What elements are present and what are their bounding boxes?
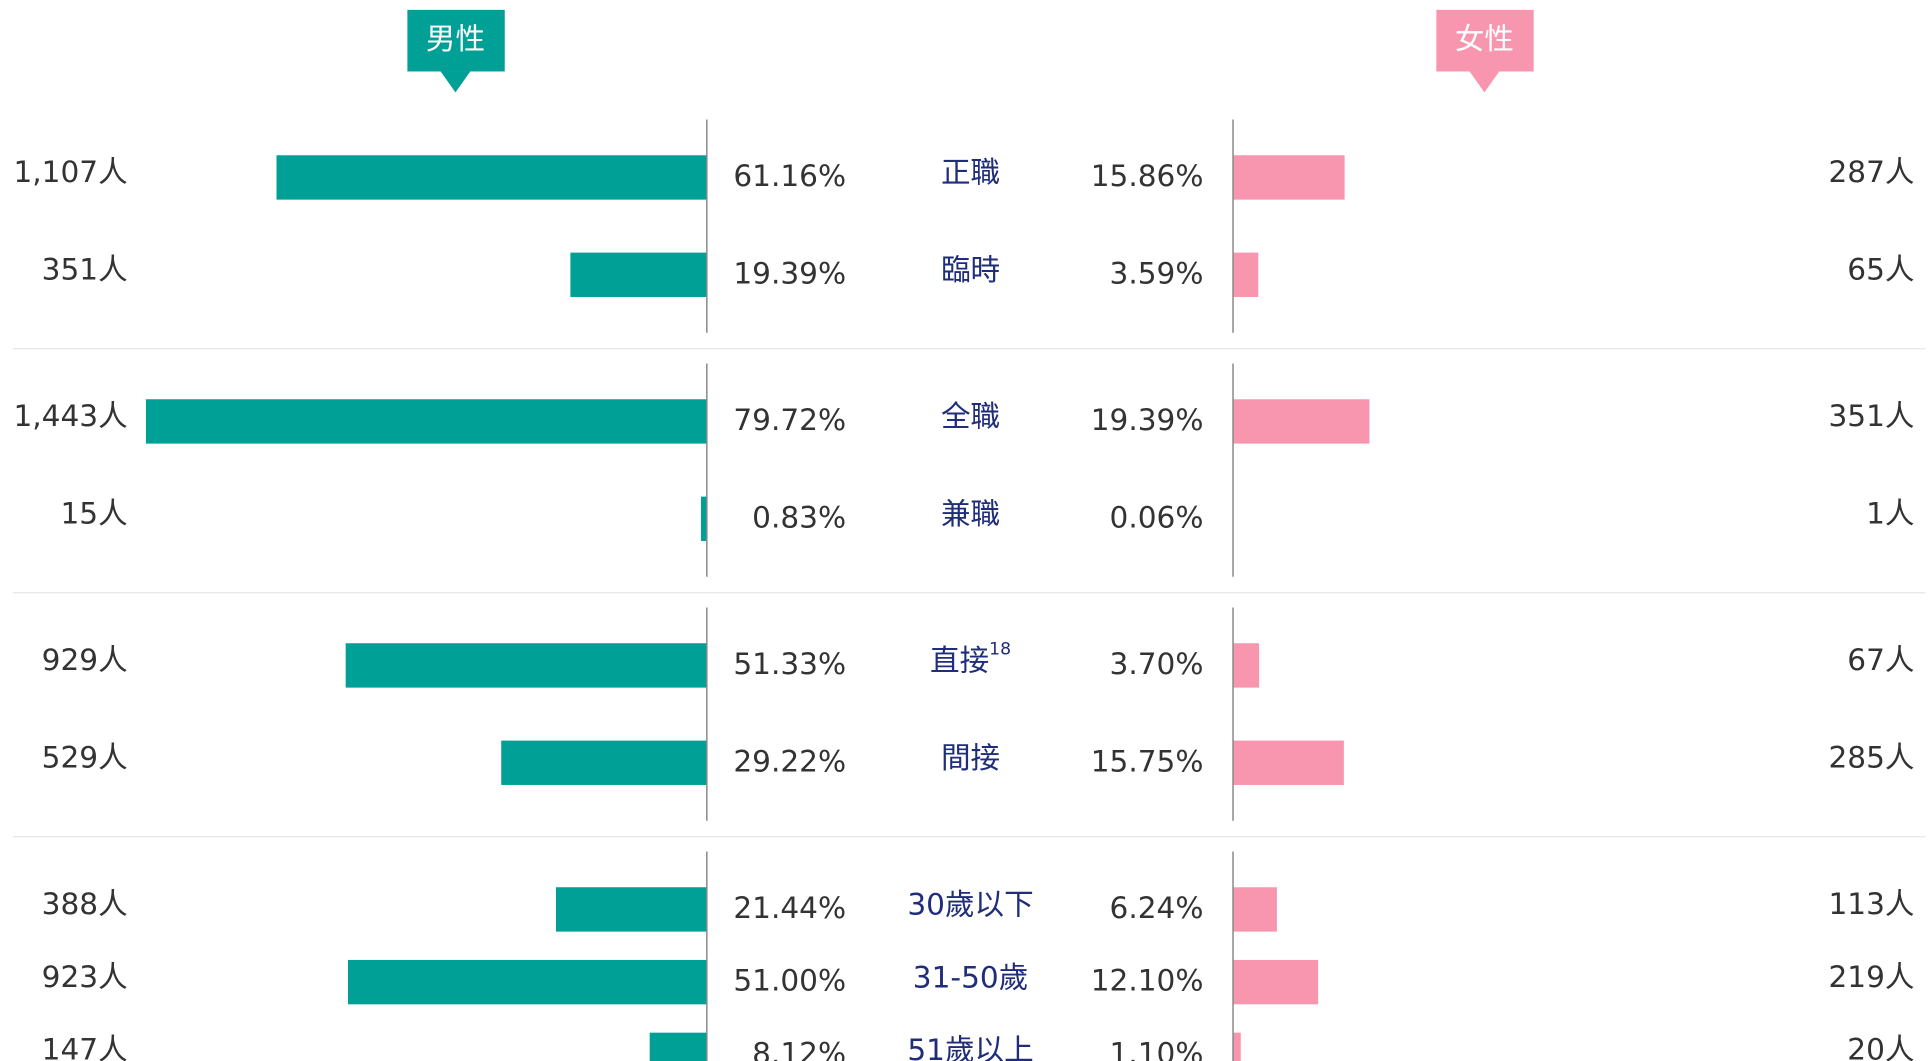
- value-label: 15.75%: [1091, 744, 1204, 778]
- bar: [649, 1032, 707, 1061]
- bar: [1233, 1032, 1241, 1061]
- count-label: 923人: [42, 960, 128, 994]
- count-label: 1,107人: [13, 155, 127, 189]
- count-label: 929人: [42, 643, 128, 677]
- value-label: 0.06%: [1110, 500, 1204, 534]
- category-text: 全職: [941, 399, 1000, 433]
- category-text: 臨時: [941, 253, 1000, 287]
- count-label: 67人: [1847, 643, 1914, 677]
- value-label: 0.83%: [752, 500, 846, 534]
- category-text: 31-50歲: [913, 960, 1028, 994]
- bar: [570, 252, 707, 297]
- legend-box: [407, 9, 505, 72]
- category-text: 兼職: [941, 497, 1000, 531]
- count-label: 65人: [1847, 253, 1914, 287]
- legend-label: 男性: [426, 22, 485, 56]
- category-text: 直接: [930, 643, 989, 677]
- value-label: 61.16%: [733, 159, 846, 193]
- count-label: 1,443人: [13, 399, 127, 433]
- value-label: 21.44%: [733, 891, 846, 925]
- category-text: 51歲以上: [907, 1033, 1033, 1061]
- value-label: 19.39%: [1091, 403, 1204, 437]
- bar: [1233, 643, 1260, 688]
- bar: [145, 399, 707, 444]
- bar: [555, 887, 707, 932]
- category-label: 直接18: [930, 639, 1011, 677]
- category-label: 正職: [941, 155, 1000, 189]
- value-label: 3.70%: [1110, 647, 1204, 681]
- bar: [276, 155, 707, 200]
- count-label: 287人: [1828, 155, 1914, 189]
- bar: [1233, 252, 1259, 297]
- value-label: 51.00%: [733, 964, 846, 998]
- category-text: 間接: [941, 741, 1000, 775]
- bar: [1233, 887, 1277, 932]
- value-label: 79.72%: [733, 403, 846, 437]
- count-label: 351人: [42, 253, 128, 287]
- value-label: 3.59%: [1110, 256, 1204, 290]
- value-label: 1.10%: [1110, 1036, 1204, 1061]
- category-label: 31-50歲: [913, 960, 1028, 994]
- count-label: 351人: [1828, 399, 1914, 433]
- count-label: 529人: [42, 741, 128, 775]
- bar: [501, 740, 707, 785]
- category-text: 正職: [941, 155, 1000, 189]
- value-label: 15.86%: [1091, 159, 1204, 193]
- value-label: 6.24%: [1110, 891, 1204, 925]
- legend-pointer: [1469, 71, 1500, 93]
- count-label: 285人: [1828, 741, 1914, 775]
- bar: [1233, 740, 1344, 785]
- legend-box: [1436, 9, 1534, 72]
- bar: [1233, 155, 1345, 200]
- legend-label: 女性: [1455, 22, 1514, 56]
- category-label: 兼職: [941, 497, 1000, 531]
- count-label: 20人: [1847, 1033, 1914, 1061]
- value-label: 51.33%: [733, 647, 846, 681]
- count-label: 15人: [60, 497, 127, 531]
- count-label: 113人: [1828, 887, 1914, 921]
- bar: [700, 496, 707, 541]
- category-label: 臨時: [941, 253, 1000, 287]
- category-label: 51歲以上: [907, 1033, 1033, 1061]
- value-label: 19.39%: [733, 256, 846, 290]
- count-label: 219人: [1828, 960, 1914, 994]
- count-label: 147人: [42, 1033, 128, 1061]
- category-label: 30歲以下: [907, 887, 1033, 921]
- value-label: 29.22%: [733, 744, 846, 778]
- count-label: 1人: [1866, 497, 1914, 531]
- bar: [1233, 399, 1370, 444]
- legend-pointer: [440, 71, 471, 93]
- category-label: 全職: [941, 399, 1000, 433]
- bar: [347, 959, 707, 1005]
- category-text: 30歲以下: [907, 887, 1033, 921]
- category-label: 間接: [941, 741, 1000, 775]
- count-label: 388人: [42, 887, 128, 921]
- value-label: 12.10%: [1091, 964, 1204, 998]
- bar: [1233, 959, 1319, 1005]
- footnote: 18: [989, 639, 1011, 659]
- value-label: 8.12%: [752, 1036, 846, 1061]
- bar: [345, 643, 707, 688]
